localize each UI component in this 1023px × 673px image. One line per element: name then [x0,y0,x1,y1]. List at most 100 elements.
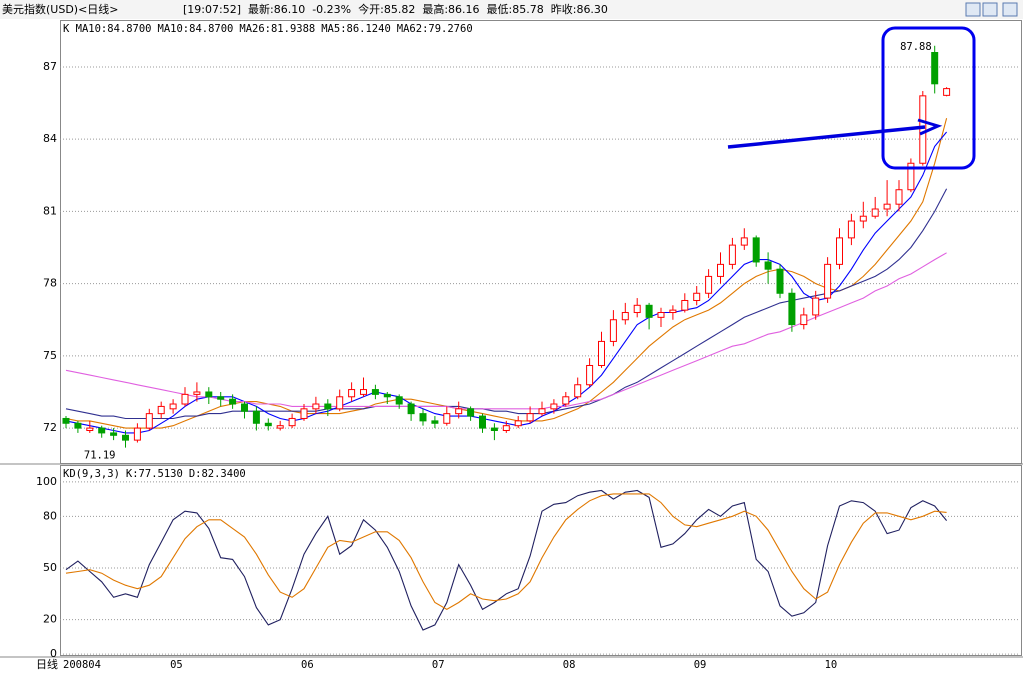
candle-body [788,292,796,326]
series-line [65,493,947,611]
candle-body [360,389,367,395]
candle-body [479,415,486,429]
y-tick-label: 0 [50,647,57,660]
candle-body [776,268,784,294]
candle-body [288,417,296,427]
candle-body [812,297,820,316]
series-line [65,252,947,410]
candle-body [586,364,594,386]
legend-entry: K:77.5130 [126,468,183,480]
candle-body [324,403,332,410]
window-buttons [965,2,1018,17]
candle-body [836,237,843,265]
candle-body [621,312,629,321]
high-label: 87.88 [900,41,932,53]
quote-item: 昨收:86.30 [551,2,608,16]
candle-body [133,427,141,441]
candle-body [443,413,451,424]
legend-entry: MA26:81.9388 [239,23,315,35]
candle-body [764,261,772,270]
y-tick-label: 50 [43,561,57,574]
candle-body [205,391,213,398]
candle-body [657,312,665,318]
candle-body [157,405,165,415]
candle-body [645,304,653,318]
quote-item: 最低:85.78 [487,3,544,16]
candle-body [217,396,225,400]
candle-body [705,275,713,294]
candle-body [514,420,522,427]
candle-body [609,319,617,342]
series-line [65,118,948,429]
x-tick-label: 09 [694,659,707,671]
period-label: 日线 [36,657,58,671]
next-button[interactable] [982,2,998,17]
candle-body [110,432,118,436]
candle-body [907,162,915,191]
candle-body [919,95,927,164]
y-tick-label: 72 [43,421,57,434]
candle-body [752,237,760,263]
candle-body [98,427,106,434]
prev-button[interactable] [965,2,981,17]
x-tick-label: 08 [563,659,576,671]
candle-body [348,389,356,398]
candle-body [181,393,189,405]
quote-item: 最新:86.10 [248,2,305,16]
candle-body [276,425,284,429]
x-tick-label: 06 [301,659,314,671]
candle-body [883,203,891,210]
candle-body [169,403,177,410]
candle-body [800,314,808,326]
arrow-shaft [727,125,926,149]
y-tick-label: 20 [43,613,57,626]
candle-body [681,299,689,311]
title: 美元指数(USD)<日线> [2,2,119,16]
candle-body [871,208,879,217]
quote-item: -0.23% [312,3,351,16]
candle-body [693,292,701,301]
candle-body [859,215,867,222]
x-tick-label: 200804 [63,659,101,671]
legend-entry: D:82.3400 [189,468,246,480]
candle-body [62,417,70,424]
candle-body [419,413,427,422]
y-tick-label: 78 [43,277,57,290]
candle-body [431,420,439,424]
candle-body [336,396,344,410]
plot: 72 75 78 81 84 87 K MA10:84.8700 MA10:84.8700 MA… [36,23,1020,671]
kd-pane [60,465,1022,656]
candle-body [455,408,463,415]
y-tick-label: 80 [43,509,57,522]
candle-body [383,393,391,398]
candle-body [229,398,237,405]
candle-body [241,403,248,412]
candle-body [728,244,736,265]
header-bar [0,0,1023,19]
candle-body [145,413,153,429]
candle-body [312,403,320,410]
candle-body [562,396,570,405]
candle-body [490,427,498,431]
legend-prefix: KD(9,3,3) [63,468,120,480]
quote: [19:07:52] 最新:86.10 -0.23% 今开:85.82 最高:86.16… [183,2,608,16]
x-tick-label: 05 [170,659,183,671]
candle-body [74,422,82,429]
candle-body [193,391,201,395]
y-tick-label: 100 [36,475,57,488]
candle-body [502,425,510,431]
candle-body [538,408,546,415]
candle-body [847,220,855,239]
highlight-box [881,26,976,170]
candle-body [598,340,605,366]
low-label: 71.19 [84,450,116,462]
candle-body [717,263,724,277]
candle-body [669,309,677,314]
restore-button[interactable] [1002,2,1018,17]
candle-body [264,422,272,427]
legend-entry: MA5:86.1240 [321,23,391,35]
legend-entry: MA62:79.2760 [397,23,473,35]
